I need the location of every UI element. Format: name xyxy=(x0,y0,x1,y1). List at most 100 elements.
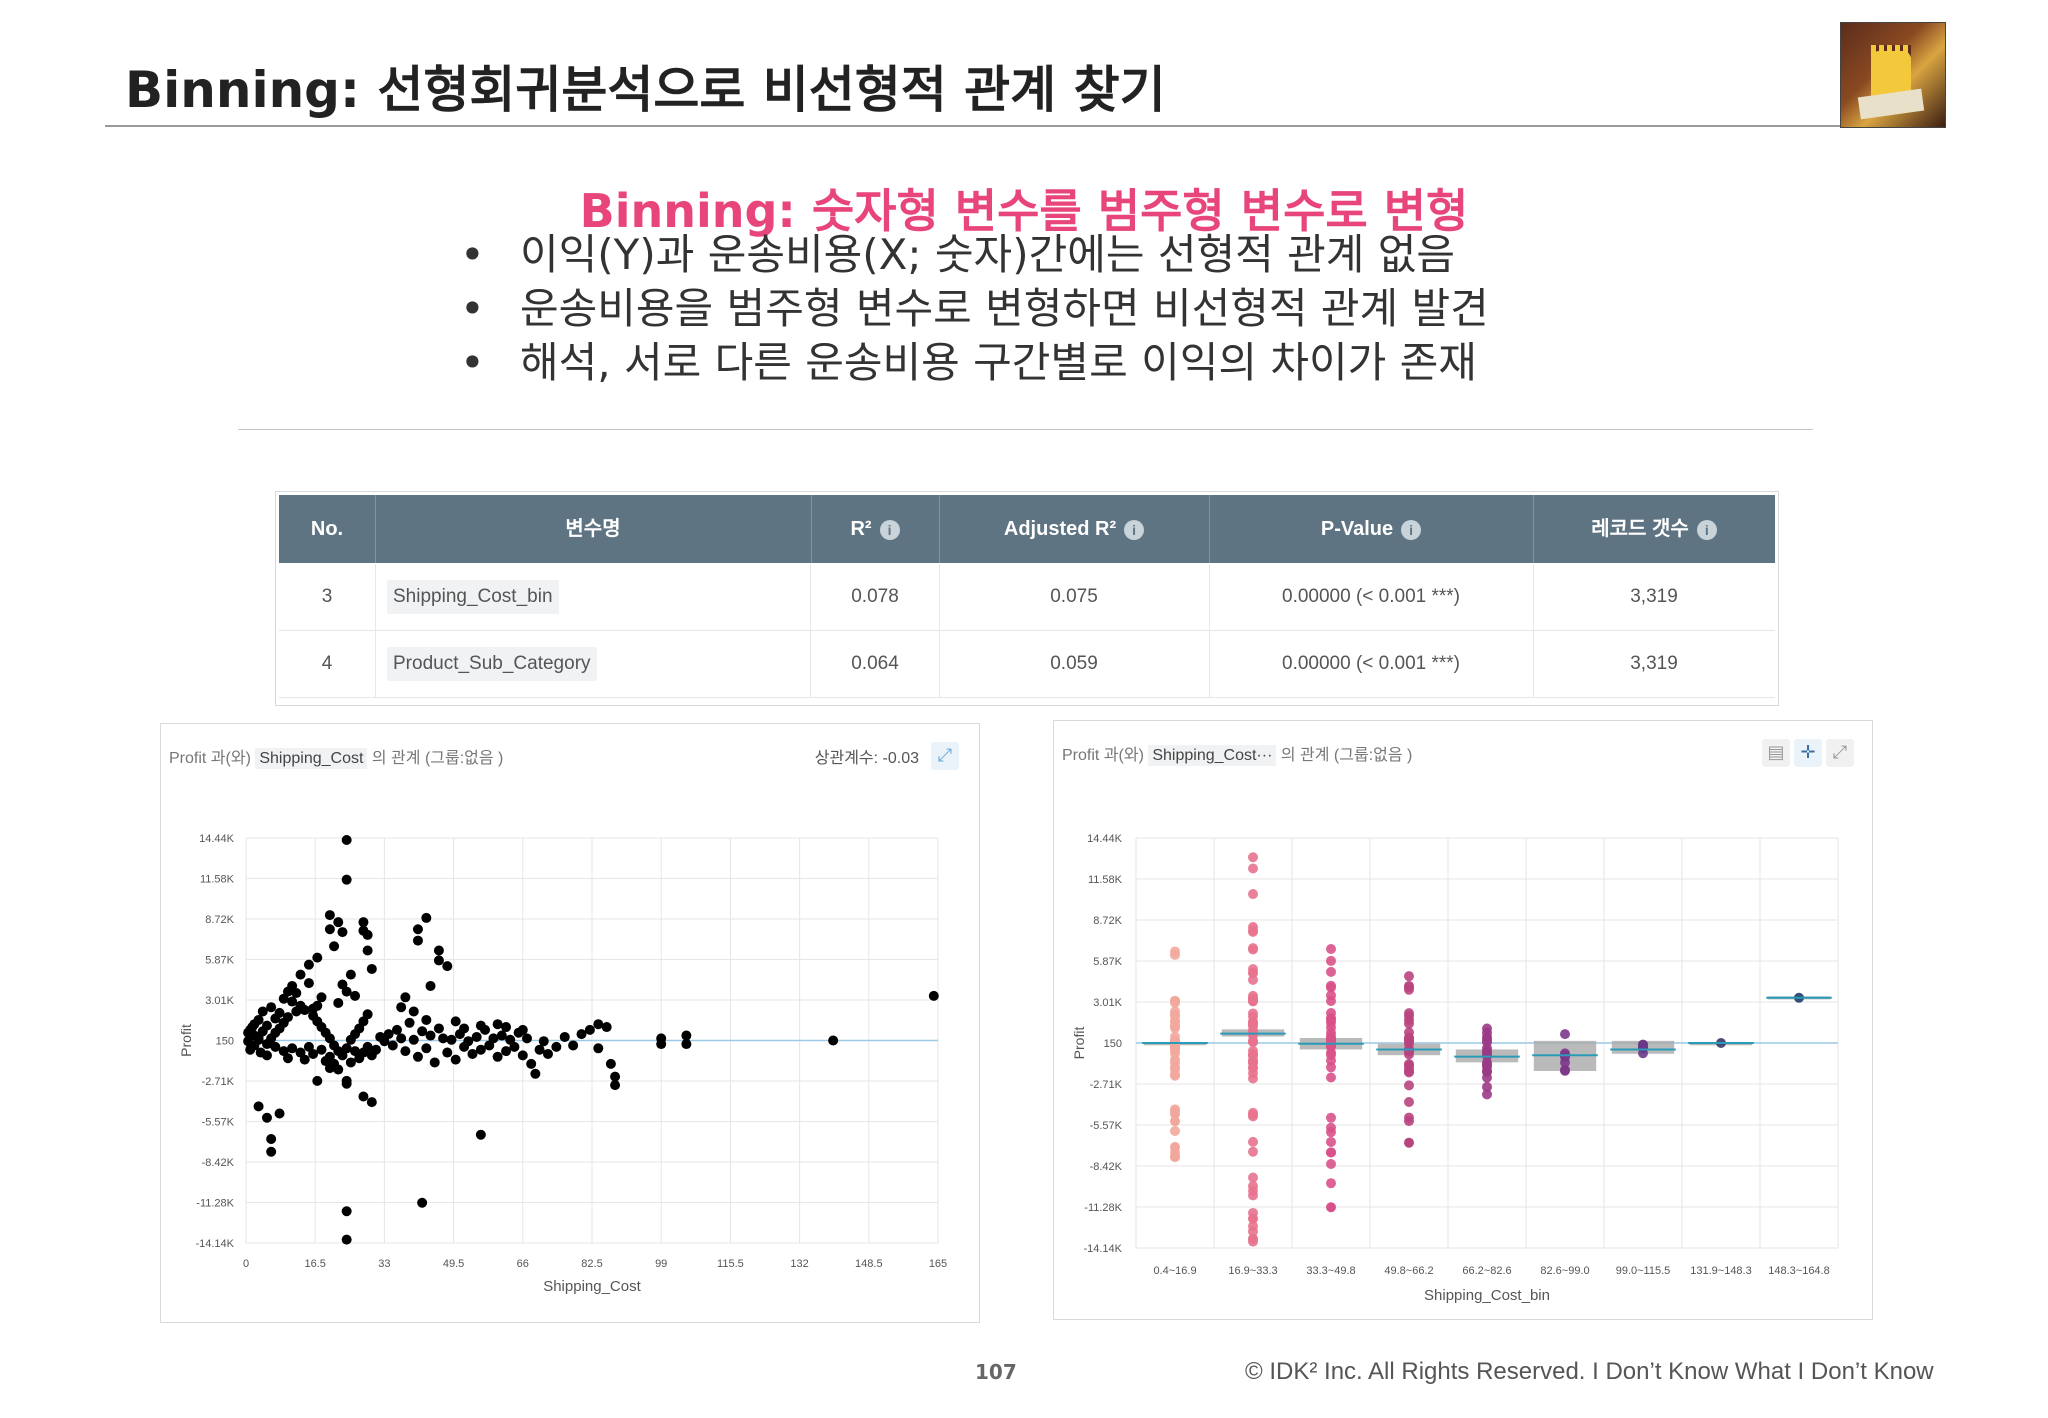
outlier-point xyxy=(1326,1202,1336,1213)
binned-strip-chart: 14.44K 11.58K 8.72K 5.87K 3.01K 150 -2.71K -5.5… xyxy=(1071,833,1839,1304)
data-point xyxy=(412,924,423,935)
column-header-r2[interactable]: R² i xyxy=(811,495,940,563)
data-point xyxy=(1326,980,1336,991)
column-header-variable[interactable]: 변수명 xyxy=(375,495,812,563)
info-icon[interactable]: i xyxy=(1696,519,1717,540)
data-point xyxy=(270,1013,281,1024)
data-point xyxy=(450,1054,461,1065)
scatter-chart-panel: 14.44K 11.58K 8.72K 5.87K 3.01K 150 -2.71K -5.5… xyxy=(160,723,980,1323)
data-point xyxy=(1326,1158,1336,1169)
cartoon-reading-logo-icon xyxy=(1840,22,1946,128)
data-point xyxy=(261,1050,272,1061)
y-tick-label: 3.01K xyxy=(205,995,234,1007)
data-point xyxy=(1482,1081,1492,1092)
data-point xyxy=(429,1057,440,1068)
data-point xyxy=(362,1041,373,1052)
y-tick-label: 11.58K xyxy=(200,874,235,886)
crosshair-icon[interactable]: ✛ xyxy=(1794,739,1822,767)
y-tick-label: 8.72K xyxy=(205,914,234,926)
x-tick-label: 82.6~99.0 xyxy=(1540,1265,1589,1277)
x-tick-label: 49.8~66.2 xyxy=(1384,1265,1433,1277)
data-point xyxy=(1170,1069,1180,1080)
data-point xyxy=(459,1023,470,1034)
column-header-no[interactable]: No. xyxy=(279,495,376,563)
column-header-p-value[interactable]: P-Value i xyxy=(1209,495,1534,563)
data-point xyxy=(1482,1023,1492,1034)
bullet-item: 이익(Y)과 운송비용(X; 숫자)간에는 선형적 관계 없음 xyxy=(460,228,1489,282)
data-point xyxy=(438,1033,449,1044)
data-point xyxy=(1326,966,1336,977)
data-point xyxy=(828,1035,839,1046)
data-point xyxy=(1404,1112,1414,1123)
header-suffix: 의 관계 (그룹:없음 ) xyxy=(1280,747,1413,764)
data-point xyxy=(542,1048,553,1059)
x-tick-label: 0 xyxy=(243,1258,249,1270)
y-axis-label: Profit xyxy=(178,1024,194,1057)
data-point xyxy=(501,1022,512,1033)
column-header-adjusted-r2[interactable]: Adjusted R² i xyxy=(939,495,1210,563)
table-row[interactable]: 3 Shipping_Cost_bin 0.078 0.075 0.00000 … xyxy=(279,564,1775,631)
y-tick-label: 5.87K xyxy=(1093,956,1122,968)
header-connector: 과(와) xyxy=(210,750,251,767)
data-point xyxy=(433,1023,444,1034)
data-point xyxy=(1326,1147,1336,1158)
data-point xyxy=(450,1016,461,1027)
cell-adjusted-r2: 0.075 xyxy=(939,564,1210,630)
info-icon[interactable]: i xyxy=(1124,519,1145,540)
table-icon[interactable]: ▤ xyxy=(1762,739,1790,767)
expand-icon[interactable]: ⤢ xyxy=(931,742,959,770)
cell-no: 4 xyxy=(279,631,376,697)
data-point xyxy=(1248,1068,1258,1079)
data-point xyxy=(1170,1011,1180,1022)
table-row[interactable]: 4 Product_Sub_Category 0.064 0.059 0.000… xyxy=(279,631,1775,698)
regression-result-table: No. 변수명 R² i Adjusted R² i P-Value i 레코드 갯수… xyxy=(275,491,1779,706)
data-point xyxy=(1248,967,1258,978)
data-point xyxy=(509,1041,520,1052)
data-point xyxy=(1482,1089,1492,1100)
y-axis-label: Profit xyxy=(1071,1027,1087,1060)
info-icon[interactable]: i xyxy=(1401,519,1422,540)
outlier-point xyxy=(1248,1213,1258,1224)
data-point xyxy=(371,1044,382,1055)
data-point xyxy=(501,1046,512,1057)
data-point xyxy=(1482,1059,1492,1070)
slide-title: Binning: 선형회귀분석으로 비선형적 관계 찾기 xyxy=(125,61,1166,119)
data-point xyxy=(1248,1136,1258,1147)
y-tick-label: -5.57K xyxy=(202,1117,235,1129)
data-point xyxy=(1326,1072,1336,1083)
expand-icon[interactable]: ⤢ xyxy=(1826,739,1854,767)
data-point xyxy=(362,1009,373,1020)
data-point xyxy=(341,1043,352,1054)
data-point xyxy=(253,1101,264,1112)
data-point xyxy=(681,1030,692,1041)
data-point xyxy=(421,912,432,923)
data-point xyxy=(1326,944,1336,955)
data-point xyxy=(656,1039,667,1050)
x-tick-label: 66.2~82.6 xyxy=(1462,1265,1511,1277)
binned-chart-panel: 14.44K 11.58K 8.72K 5.87K 3.01K 150 -2.71K -5.5… xyxy=(1053,720,1873,1320)
bullet-item: 해석, 서로 다른 운송비용 구간별로 이익의 차이가 존재 xyxy=(460,336,1489,390)
data-point xyxy=(446,1034,457,1045)
data-point xyxy=(521,1033,532,1044)
data-point xyxy=(287,1043,298,1054)
data-point xyxy=(1248,1172,1258,1183)
data-point xyxy=(291,988,302,999)
bullet-item: 운송비용을 범주형 변수로 변형하면 비선형적 관계 발견 xyxy=(460,282,1489,336)
data-point xyxy=(282,1012,293,1023)
section-divider xyxy=(238,429,1813,430)
outlier-point xyxy=(1170,1109,1180,1120)
data-point xyxy=(593,1019,604,1030)
column-header-record-count[interactable]: 레코드 갯수 i xyxy=(1533,495,1775,563)
data-point xyxy=(1326,1017,1336,1028)
data-point xyxy=(517,1024,528,1035)
data-point xyxy=(345,969,356,980)
data-point xyxy=(400,1046,411,1057)
data-point xyxy=(1326,996,1336,1007)
copyright-text: © IDK² Inc. All Rights Reserved. I Don’t… xyxy=(1245,1358,1934,1385)
data-point xyxy=(1404,1080,1414,1091)
info-icon[interactable]: i xyxy=(879,519,900,540)
data-point xyxy=(303,978,314,989)
data-point xyxy=(1404,971,1414,982)
x-tick-label: 99 xyxy=(655,1258,667,1270)
data-point xyxy=(1326,1027,1336,1038)
